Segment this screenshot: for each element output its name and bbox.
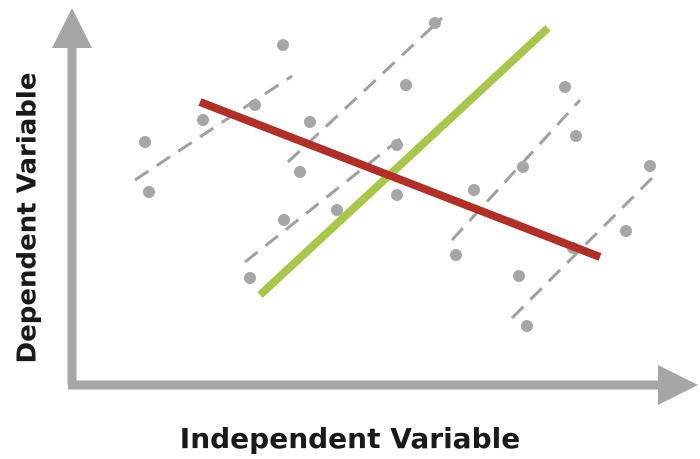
point: [278, 214, 290, 226]
trend-line: [134, 74, 293, 182]
trend-line: [244, 133, 406, 264]
trend-line: [510, 176, 654, 320]
y-axis-label: Dependent Variable: [13, 73, 43, 364]
axes: [52, 8, 698, 405]
y-arrow: [52, 8, 92, 48]
point: [139, 136, 151, 148]
point: [391, 189, 403, 201]
point: [559, 81, 571, 93]
overall-trend-red: [198, 98, 602, 261]
point: [277, 39, 289, 51]
point: [244, 272, 256, 284]
x-arrow: [658, 365, 698, 405]
point: [468, 184, 480, 196]
point: [331, 204, 343, 216]
point: [400, 79, 412, 91]
point: [517, 161, 529, 173]
group-trends: [134, 16, 654, 320]
point: [570, 130, 582, 142]
point: [294, 166, 306, 178]
x-axis-label: Independent Variable: [180, 422, 520, 455]
point: [450, 249, 462, 261]
point: [143, 186, 155, 198]
point: [249, 99, 261, 111]
point: [197, 114, 209, 126]
trend-line: [286, 16, 444, 164]
point: [513, 270, 525, 282]
point: [644, 160, 656, 172]
point: [620, 225, 632, 237]
trend-line: [450, 98, 582, 242]
overall-trend-green: [257, 25, 551, 298]
point: [521, 320, 533, 332]
point: [429, 17, 441, 29]
point: [391, 139, 403, 151]
points: [139, 17, 656, 332]
point: [304, 116, 316, 128]
